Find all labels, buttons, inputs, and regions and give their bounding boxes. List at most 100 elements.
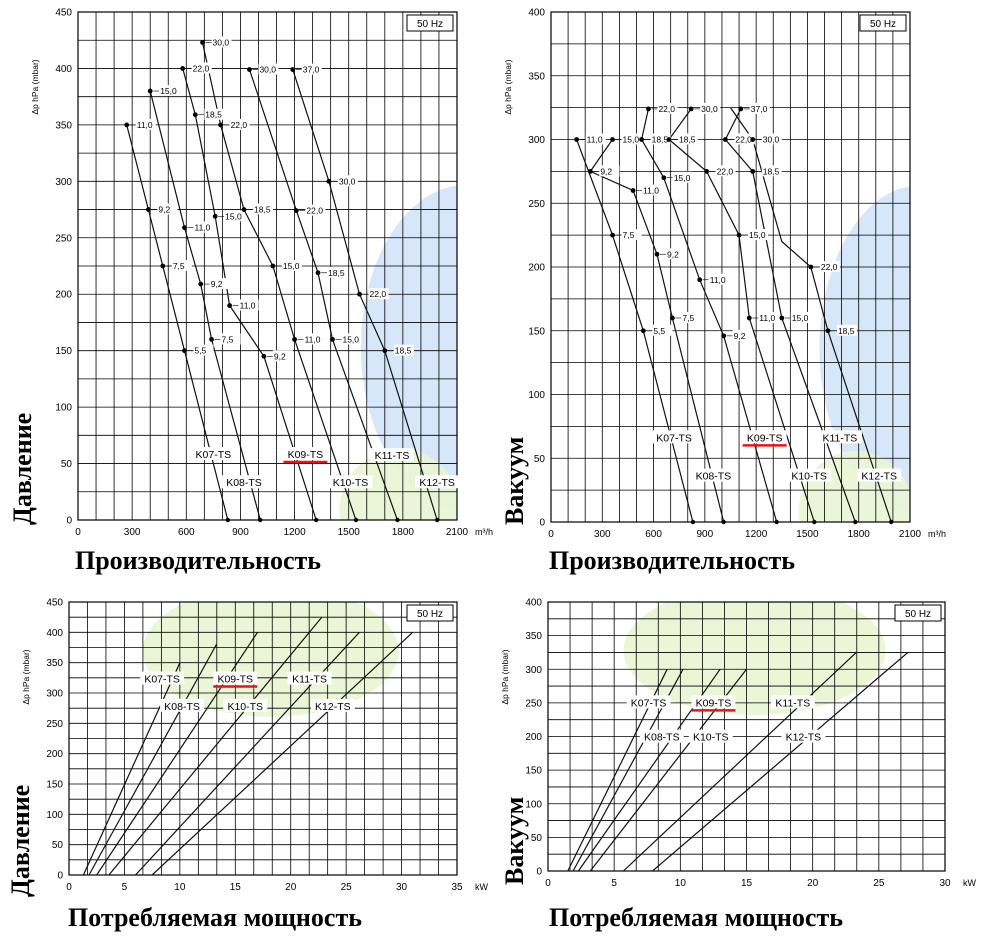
model-label: K10-TS (791, 471, 827, 483)
x-tick-label: 1200 (283, 527, 306, 538)
x-tick-label: 15 (230, 882, 242, 893)
data-label-bg (681, 312, 702, 323)
data-point (145, 207, 151, 212)
x-axis-title-power-2: Потребляемая мощность (549, 903, 843, 932)
data-point (808, 264, 814, 270)
series-line-k09-ts (182, 68, 317, 520)
chart-panel-vacuum-flow: 0 300 600 900 1200 1500 1800 2100 m³/h 0 50 100 150 2… (497, 0, 994, 580)
y-tick-label: 50 (534, 454, 546, 465)
y-tick-label: 200 (528, 263, 545, 274)
data-point (688, 106, 694, 112)
y-tick-label: 100 (46, 810, 63, 821)
data-label-bg (708, 273, 729, 285)
y-axis-label: Δp hPa (mbar) (503, 59, 513, 114)
series-line-k09-ts (640, 108, 778, 522)
model-label: K11-TS (292, 674, 327, 686)
model-label: K09-TS (217, 674, 253, 686)
data-label-bg (652, 324, 673, 336)
model-label-bg (140, 671, 185, 685)
frequency-box (894, 604, 942, 622)
data-label: 22,0 (717, 166, 734, 176)
data-label: 15,0 (283, 261, 300, 271)
model-label: K12-TS (861, 471, 897, 483)
y-tick-label: 50 (531, 833, 543, 844)
series-endpoint (395, 517, 400, 523)
data-point (646, 106, 651, 112)
data-label-bg (135, 118, 156, 130)
data-point (326, 178, 332, 184)
data-label-bg (281, 260, 302, 271)
data-label: 9,2 (667, 249, 679, 259)
data-label-bg (393, 344, 414, 356)
y-tick-label: 150 (55, 346, 72, 357)
model-label: K10-TS (333, 477, 369, 489)
model-label: K07-TS (196, 449, 232, 461)
series-lines (82, 616, 414, 875)
data-point (738, 106, 744, 112)
data-label-bg (305, 204, 326, 216)
plot-frame (550, 11, 911, 523)
data-label: 11,0 (305, 334, 321, 344)
chart-panel-pressure-flow: 0 300 600 900 1200 1500 1800 2100 m³/h 0 50 100 150 2… (0, 0, 497, 580)
data-label-bg (191, 62, 212, 74)
series-endpoint (774, 519, 779, 525)
data-label-bg (159, 85, 180, 97)
model-label-bg (415, 475, 460, 489)
data-label-bg (621, 133, 642, 145)
data-point (610, 137, 615, 142)
data-label-bg (657, 102, 678, 114)
y-tick-label: 100 (55, 403, 72, 414)
model-label-bg (310, 698, 355, 712)
data-label: 7,5 (623, 230, 635, 240)
data-label-bg (327, 266, 348, 278)
data-label-bg (715, 165, 736, 177)
y-tick-label: 0 (536, 867, 542, 878)
data-point (736, 232, 742, 238)
series-endpoint (353, 517, 359, 523)
y-axis-title-vacuum-2: Вакуум (500, 796, 529, 885)
y-tick-label: 300 (46, 689, 63, 700)
chart-panel-vacuum-power: 0 5 10 15 20 25 30 kW 0 50 100 150 200 250 300 350 400 Δp… (497, 585, 994, 941)
data-label-bg (749, 102, 770, 114)
series-line-k12-ts (652, 651, 909, 871)
model-label-bg (328, 475, 373, 489)
y-tick-label: 300 (528, 135, 545, 146)
y-tick-label: 250 (525, 698, 542, 709)
y-axis-label: Δp hPa (mbar) (30, 59, 40, 114)
data-point (654, 251, 660, 257)
data-label-bg (337, 175, 358, 187)
data-point (182, 225, 187, 231)
green-zone (142, 602, 399, 717)
series-line-k07-ts (82, 662, 181, 875)
y-tick-label: 400 (55, 64, 72, 75)
y-tick-label: 450 (46, 598, 63, 609)
model-label-bg (370, 448, 415, 462)
data-label-bg (621, 229, 642, 241)
y-tick-label: 400 (528, 8, 545, 19)
data-label-bg (585, 133, 606, 145)
data-label: 18,5 (254, 205, 271, 215)
x-unit-label: kW (963, 878, 977, 888)
data-point (209, 336, 214, 342)
data-label-bg (211, 36, 232, 48)
data-label: 22,0 (193, 63, 210, 73)
data-label-bg (599, 165, 620, 177)
series-line-k07-ts (576, 139, 694, 522)
data-point (241, 207, 247, 212)
frequency-box (406, 14, 454, 32)
y-tick-label: 400 (525, 598, 542, 609)
y-tick-label: 200 (46, 749, 63, 760)
data-label: 30,0 (701, 104, 718, 114)
plot-frame (547, 601, 946, 872)
data-label: 9,2 (158, 205, 170, 215)
data-point (587, 168, 593, 174)
model-label: K08-TS (226, 477, 262, 489)
model-label: K11-TS (822, 432, 857, 444)
y-tick-label: 250 (46, 719, 63, 730)
data-label: 22,0 (821, 262, 838, 272)
model-label-bg (781, 729, 826, 743)
model-label: K07-TS (656, 432, 692, 444)
data-label: 18,5 (395, 346, 412, 356)
data-label: 18,5 (838, 326, 855, 336)
data-label: 22,0 (306, 206, 323, 216)
